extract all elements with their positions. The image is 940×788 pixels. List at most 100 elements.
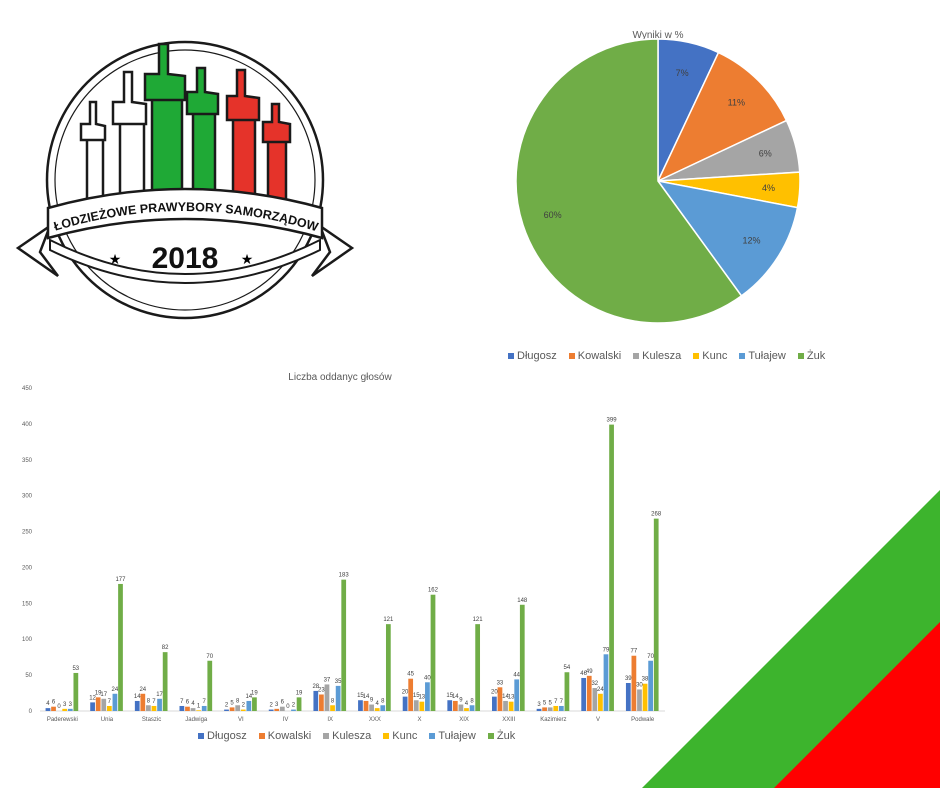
bar-Długosz — [358, 700, 363, 711]
bar-value-label: 3 — [537, 702, 541, 708]
bar-value-label: 24 — [112, 687, 119, 693]
y-tick-label: 250 — [22, 530, 33, 536]
bar-value-label: 4 — [375, 701, 379, 707]
bar-Żuk — [73, 672, 79, 711]
bar-value-label: 2 — [269, 703, 273, 709]
bar-value-label: 15 — [357, 693, 364, 699]
bar-value-label: 6 — [281, 700, 285, 706]
bar-value-label: 33 — [497, 680, 504, 686]
bar-value-label: 9 — [459, 698, 463, 704]
bar-Kowalski — [408, 678, 414, 711]
raised-hands-icon — [79, 42, 292, 202]
bar-value-label: 1 — [197, 703, 201, 709]
legend-item: Tułajew — [739, 350, 786, 362]
bar-value-label: 121 — [383, 617, 394, 623]
legend-swatch — [383, 733, 390, 739]
category-label: V — [596, 717, 600, 723]
bar-value-label: 49 — [586, 669, 593, 675]
bar-title: Liczba oddanyc głosów — [288, 372, 392, 383]
bar-Kunc — [240, 709, 246, 711]
bar-Kowalski — [140, 693, 146, 711]
bar-Żuk — [475, 624, 481, 711]
pie-slice-Żuk — [515, 38, 743, 324]
bar-Tułajew — [380, 705, 386, 711]
bar-Kulesza — [190, 708, 196, 711]
bar-value-label: 5 — [548, 700, 552, 706]
bar-Długosz — [224, 709, 229, 711]
bar-Kulesza — [235, 705, 241, 711]
prawybory-logo: MŁODZIEŻOWE PRAWYBORY SAMORZĄDOWE 2018 ★… — [10, 40, 355, 320]
legend-label: Kowalski — [577, 350, 622, 362]
bar-Kunc — [508, 701, 514, 711]
bar-value-label: 14 — [502, 694, 509, 700]
bar-value-label: 148 — [517, 598, 528, 604]
legend-label: Kulesza — [332, 730, 372, 742]
bar-Kulesza — [101, 698, 107, 711]
bar-value-label: 3 — [275, 702, 279, 708]
bar-Żuk — [609, 424, 614, 711]
bar-value-label: 8 — [236, 698, 240, 704]
bar-Tułajew — [558, 705, 564, 711]
bar-Kulesza — [279, 706, 285, 711]
bar-value-label: 6 — [52, 700, 56, 706]
bar-Żuk — [162, 652, 168, 711]
y-tick-label: 50 — [25, 673, 32, 679]
pie-label-Kowalski: 11% — [728, 98, 745, 108]
bar-value-label: 37 — [324, 677, 331, 683]
bar-value-label: 38 — [642, 677, 649, 683]
bar-value-label: 8 — [381, 698, 385, 704]
y-tick-label: 150 — [22, 601, 33, 607]
bar-Tułajew — [157, 698, 162, 711]
bar-value-label: 8 — [147, 698, 151, 704]
bar-value-label: 2 — [225, 703, 229, 709]
pie-label-Tułajew: 12% — [743, 235, 761, 245]
bar-value-label: 399 — [607, 418, 618, 424]
bar-Długosz — [90, 702, 95, 711]
bar-Tułajew — [425, 682, 430, 711]
pie-legend: Długosz Kowalski Kulesza Kunc Tułajew Żuk — [508, 350, 825, 362]
legend-swatch — [323, 733, 330, 739]
bar-Długosz — [134, 700, 140, 711]
bar-value-label: 30 — [636, 682, 643, 688]
bar-value-label: 4 — [46, 701, 50, 707]
bar-Długosz — [625, 683, 631, 711]
bar-value-label: 23 — [318, 687, 325, 693]
bar-Żuk — [653, 518, 659, 711]
y-tick-label: 100 — [22, 637, 33, 643]
legend-label: Kowalski — [267, 730, 312, 742]
category-label: Paderewski — [47, 717, 78, 723]
bar-Tułajew — [335, 685, 341, 711]
legend-swatch — [508, 353, 514, 359]
bar-value-label: 7 — [108, 699, 112, 705]
category-label: VI — [238, 717, 244, 723]
pie-slice-Tułajew — [656, 179, 799, 297]
bar-value-label: 53 — [72, 666, 79, 672]
legend-swatch — [198, 733, 204, 739]
pie-label-Długosz: 7% — [676, 68, 689, 78]
legend-swatch — [693, 353, 700, 359]
pie-label-Kunc: 4% — [762, 183, 775, 193]
bar-Tułajew — [291, 709, 296, 711]
bar-Kunc — [330, 705, 335, 711]
bar-Żuk — [564, 672, 570, 711]
bar-value-label: 20 — [402, 690, 409, 696]
legend-label: Kulesza — [642, 350, 682, 362]
bar-value-label: 14 — [363, 694, 370, 700]
legend-label: Żuk — [806, 350, 826, 362]
y-tick-label: 400 — [22, 422, 33, 428]
bar-Kunc — [62, 708, 68, 711]
bar-value-label: 4 — [191, 701, 195, 707]
bar-value-label: 2 — [292, 703, 296, 709]
legend-item: Kowalski — [568, 350, 622, 362]
bar-Kunc — [598, 693, 603, 711]
hand-white-1 — [79, 100, 107, 202]
legend-item: Kowalski — [258, 730, 312, 742]
category-label: Unia — [101, 717, 114, 723]
bar-value-label: 3 — [63, 702, 67, 708]
bar-value-label: 4 — [465, 701, 469, 707]
pie-chart: Wyniki w % 7% 11% 6% 4% 12% 60% — [515, 30, 801, 324]
bar-Tułajew — [67, 708, 73, 711]
pie-label-Kulesza: 6% — [759, 148, 772, 158]
red-triangle — [774, 622, 940, 788]
category-label: XIX — [459, 717, 469, 723]
